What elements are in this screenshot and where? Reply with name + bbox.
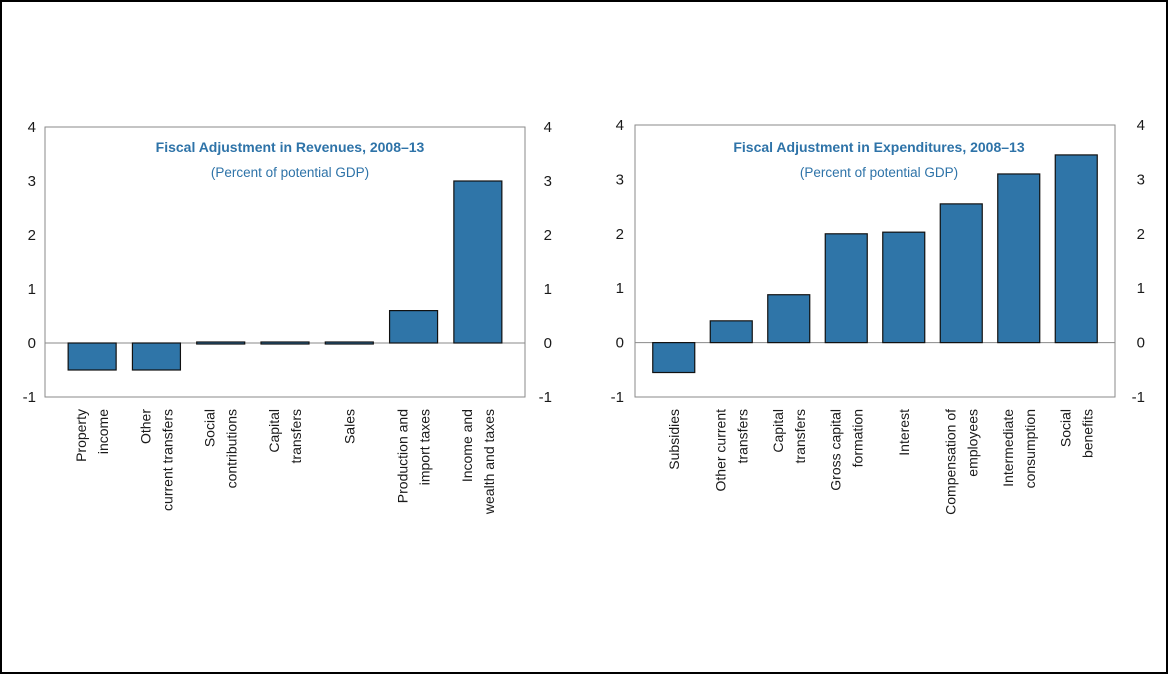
expenditures-category-label: Other current: [712, 409, 728, 492]
expenditures-category-label: Interest: [896, 409, 912, 456]
expenditures-left-tick-label: 4: [616, 117, 624, 134]
revenues-left-tick-label: 2: [28, 227, 36, 244]
expenditures-right-tick-label: 1: [1137, 280, 1145, 297]
revenues-bar: [324, 341, 374, 345]
revenues-right-tick-label: 1: [544, 281, 552, 298]
revenues-category-label: current transfers: [159, 409, 175, 511]
revenues-chart: Fiscal Adjustment in Revenues, 2008–13 (…: [23, 119, 552, 515]
expenditures-category-label: consumption: [1022, 409, 1038, 488]
revenues-category-label: Property: [73, 409, 89, 462]
expenditures-bar: [652, 342, 696, 374]
expenditures-chart: Fiscal Adjustment in Expenditures, 2008–…: [611, 117, 1145, 515]
expenditures-right-tick-label: -1: [1132, 389, 1145, 406]
expenditures-bar: [997, 173, 1041, 344]
revenues-bar: [131, 342, 182, 371]
revenues-bar: [453, 180, 503, 344]
expenditures-category-label: benefits: [1079, 409, 1095, 458]
expenditures-category-label: Intermediate: [1000, 409, 1016, 487]
expenditures-left-tick-label: 1: [616, 280, 624, 297]
revenues-left-tick-label: 4: [28, 119, 36, 136]
expenditures-plot-area: [634, 124, 1116, 398]
revenues-left-tick-label: 0: [28, 335, 36, 352]
revenues-plot-area: [44, 126, 526, 398]
expenditures-chart-title: Fiscal Adjustment in Expenditures, 2008–…: [733, 139, 1024, 155]
expenditures-right-tick-label: 0: [1137, 335, 1145, 352]
expenditures-left-tick-label: 3: [616, 171, 624, 188]
revenues-bar: [196, 341, 246, 345]
revenues-category-label: wealth and taxes: [481, 409, 497, 515]
expenditures-bar: [1054, 154, 1098, 344]
expenditures-category-label: Compensation of: [942, 409, 958, 515]
expenditures-chart-subtitle: (Percent of potential GDP): [800, 165, 958, 180]
revenues-right-tick-label: 0: [544, 335, 552, 352]
expenditures-right-tick-label: 3: [1137, 171, 1145, 188]
revenues-right-tick-label: -1: [539, 389, 552, 406]
revenues-category-label: Capital: [266, 409, 282, 453]
expenditures-bar: [709, 320, 753, 344]
expenditures-category-label: transfers: [792, 409, 808, 463]
expenditures-left-tick-label: -1: [611, 389, 624, 406]
expenditures-category-label: Capital: [770, 409, 786, 453]
revenues-left-tick-label: 1: [28, 281, 36, 298]
expenditures-category-label: employees: [964, 409, 980, 477]
revenues-chart-title: Fiscal Adjustment in Revenues, 2008–13: [156, 139, 425, 155]
revenues-category-label: import taxes: [417, 409, 433, 485]
expenditures-category-label: Social: [1057, 409, 1073, 447]
revenues-right-tick-label: 3: [544, 173, 552, 190]
expenditures-bar: [767, 294, 811, 344]
revenues-bar: [67, 342, 117, 371]
revenues-category-label: income: [95, 409, 111, 454]
expenditures-category-label: transfers: [734, 409, 750, 463]
revenues-category-label: contributions: [224, 409, 240, 488]
revenues-category-label: Other: [137, 409, 153, 444]
revenues-left-tick-label: -1: [23, 389, 36, 406]
revenues-right-tick-label: 2: [544, 227, 552, 244]
expenditures-category-label: formation: [849, 409, 865, 467]
expenditures-category-label: Gross capital: [827, 409, 843, 491]
expenditures-right-tick-label: 2: [1137, 226, 1145, 243]
revenues-bar: [260, 341, 310, 345]
revenues-category-label: Sales: [341, 409, 357, 444]
expenditures-bar: [824, 233, 868, 344]
revenues-category-label: Social: [202, 409, 218, 447]
expenditures-category-label: Subsidies: [666, 409, 682, 470]
expenditures-bar: [882, 231, 926, 344]
revenues-bar: [388, 310, 439, 344]
revenues-category-label: transfers: [288, 409, 304, 463]
expenditures-right-tick-label: 4: [1137, 117, 1145, 134]
revenues-category-label: Production and: [395, 409, 411, 503]
revenues-chart-subtitle: (Percent of potential GDP): [211, 165, 369, 180]
revenues-left-tick-label: 3: [28, 173, 36, 190]
expenditures-left-tick-label: 0: [616, 335, 624, 352]
revenues-right-tick-label: 4: [544, 119, 552, 136]
expenditures-bar: [939, 203, 983, 344]
expenditures-left-tick-label: 2: [616, 226, 624, 243]
revenues-category-label: Income and: [459, 409, 475, 482]
